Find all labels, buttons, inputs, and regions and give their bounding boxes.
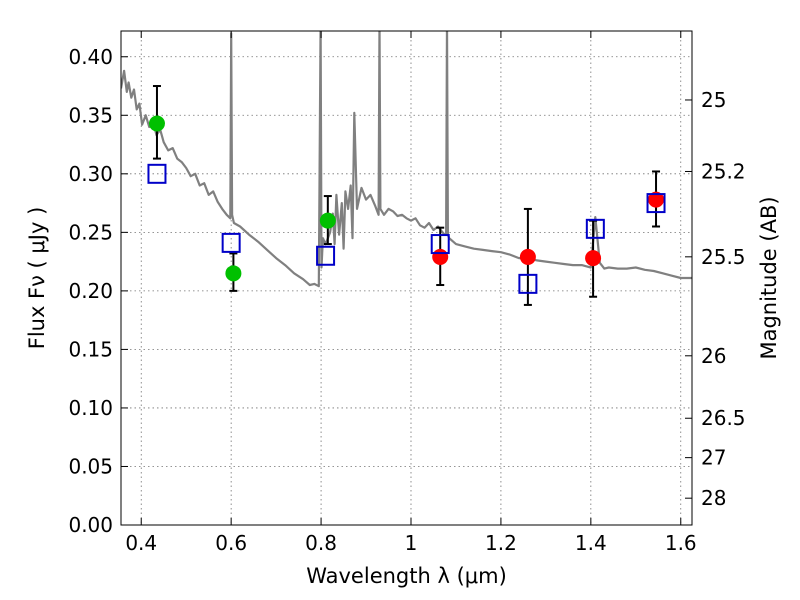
model-point-square xyxy=(518,273,538,294)
y-tick-label: 0.20 xyxy=(68,279,113,303)
x-tick-label: 1.6 xyxy=(665,531,697,555)
x-tick-label: 1.2 xyxy=(485,531,517,555)
right-tick-label: 26.5 xyxy=(701,406,746,430)
y-tick-label: 0.35 xyxy=(68,103,113,127)
y-tick-label: 0.00 xyxy=(68,513,113,537)
right-tick-label: 25.2 xyxy=(701,159,746,183)
x-tick-label: 0.4 xyxy=(125,531,157,555)
x-tick-label: 0.6 xyxy=(215,531,247,555)
right-tick-label: 25.5 xyxy=(701,245,746,269)
axis-ticks: 0.4 0.6 0.8 1 1.2 1.4 1.6 0.00 0.05 0.10 0.15 0.20 0… xyxy=(68,31,746,555)
model-point-square xyxy=(221,232,241,253)
model-point-square xyxy=(430,234,450,255)
x-tick-label: 0.8 xyxy=(305,531,337,555)
data-point-circle xyxy=(225,265,242,282)
x-tick-label: 1.4 xyxy=(575,531,607,555)
right-axis-label: Magnitude (AB) xyxy=(757,196,781,359)
y-tick-label: 0.10 xyxy=(68,396,113,420)
data-points xyxy=(147,115,666,294)
data-point-circle xyxy=(585,250,602,267)
right-tick-label: 25 xyxy=(701,88,726,112)
data-point-circle xyxy=(148,115,165,132)
y-tick-label: 0.05 xyxy=(68,454,113,478)
model-point-square xyxy=(147,163,167,184)
model-spectrum xyxy=(121,31,692,288)
spectrum-line xyxy=(121,31,692,288)
model-point-square xyxy=(316,245,336,266)
x-tick-label: 1 xyxy=(405,531,418,555)
model-point-square xyxy=(646,193,666,214)
y-tick-label: 0.25 xyxy=(68,220,113,244)
y-tick-label: 0.30 xyxy=(68,162,113,186)
data-point-circle xyxy=(432,248,449,265)
right-tick-label: 27 xyxy=(701,446,726,470)
y-tick-label: 0.15 xyxy=(68,337,113,361)
data-point-circle xyxy=(519,248,536,265)
y-axis-label: Flux Fν ( μJy ) xyxy=(25,207,49,350)
right-tick-label: 26 xyxy=(701,344,726,368)
x-axis-label: Wavelength λ (μm) xyxy=(306,564,507,588)
data-point-circle xyxy=(319,212,336,229)
data-point-circle xyxy=(648,191,665,208)
plot-frame xyxy=(120,30,693,526)
model-point-square xyxy=(585,218,605,239)
right-tick-label: 28 xyxy=(701,486,726,510)
y-tick-label: 0.40 xyxy=(68,45,113,69)
